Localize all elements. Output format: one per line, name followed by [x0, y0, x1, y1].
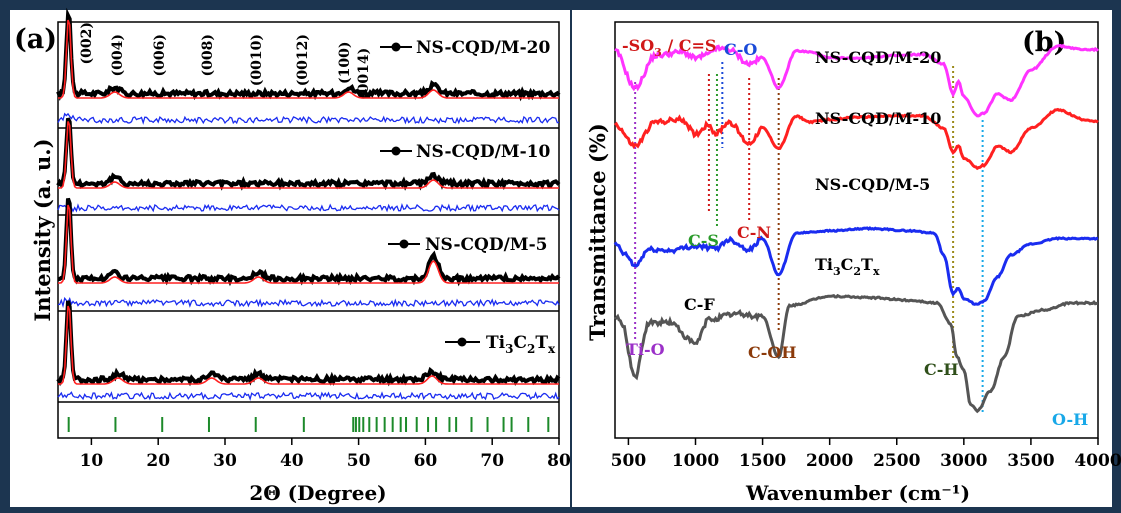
xrd-fit-ti3c2tx — [58, 305, 559, 385]
annotation-tio: Ti-O — [626, 340, 665, 359]
annotation-oh: O-H — [1052, 410, 1088, 429]
peak-label-006: (006) — [152, 34, 168, 76]
panel-a-x-axis: 10 20 30 40 50 60 70 80 — [80, 438, 571, 471]
b-xtick-label-6: 3500 — [1007, 451, 1054, 471]
peak-label-0010: (0010) — [249, 34, 265, 86]
a-xtick-label-7: 80 — [547, 451, 571, 471]
panel-a-label: (a) — [14, 24, 57, 55]
annotation-ch: C-H — [924, 360, 959, 379]
panel-b-background — [572, 10, 1112, 507]
peak-label-004: (004) — [110, 34, 126, 76]
legend-label-m20: NS-CQD/M-20 — [416, 38, 550, 58]
ftir-trace-ti3c2tx — [614, 293, 1098, 414]
a-xtick-label-2: 30 — [213, 451, 237, 471]
ftir-label-ti3c2tx: Ti3C2Tx — [815, 255, 880, 278]
legend-label-ti3c2tx: Ti3C2Tx — [486, 333, 556, 356]
annotation-coh: C-OH — [748, 343, 796, 362]
a-xtick-label-1: 20 — [146, 451, 170, 471]
b-xtick-label-3: 2000 — [806, 451, 853, 471]
panel-b-x-axis: 500 1000 1500 2000 2500 3000 3500 4000 — [611, 438, 1121, 471]
bragg-ticks — [67, 417, 550, 432]
panel-a-background — [10, 10, 570, 507]
xrd-difference-m20 — [57, 112, 560, 125]
annotation-cn: C-N — [737, 223, 771, 242]
a-xtick-label-0: 10 — [80, 451, 104, 471]
legend-label-m10: NS-CQD/M-10 — [416, 142, 550, 162]
panel-b-frame — [614, 21, 1099, 439]
peak-label-0012: (0012) — [295, 34, 311, 86]
xrd-difference-m5 — [57, 296, 560, 309]
legend-marker-ti3c2tx — [457, 337, 467, 347]
annotation-cs: C-S — [688, 231, 719, 250]
peak-label-002: (002) — [79, 22, 95, 64]
ftir-trace-m10 — [614, 107, 1099, 171]
legend-marker-m5 — [399, 239, 409, 249]
ftir-traces — [613, 43, 1099, 414]
annotation-so3-cs: -SO3 / C=S — [622, 36, 716, 59]
panel-a-separators — [58, 127, 559, 403]
peak-label-008: (008) — [200, 34, 216, 76]
legend-label-m5: NS-CQD/M-5 — [425, 235, 548, 255]
xrd-observed-m20 — [56, 7, 561, 102]
b-xtick-label-7: 4000 — [1074, 451, 1121, 471]
panel-a-ylabel: Intensity (a. u.) — [30, 138, 55, 321]
a-xtick-label-4: 50 — [347, 451, 371, 471]
legend-marker-m20 — [391, 42, 401, 52]
legend-m20: NS-CQD/M-20 — [380, 38, 550, 58]
xrd-difference-m10 — [57, 202, 560, 216]
panel-a-frame — [57, 21, 560, 439]
ftir-trace-m5 — [613, 226, 1099, 306]
b-xtick-label-2: 1500 — [739, 451, 786, 471]
annotation-co: C-O — [724, 40, 757, 59]
panel-b-ylabel: Transmittance (%) — [585, 123, 610, 341]
ftir-label-m5: NS-CQD/M-5 — [815, 175, 930, 194]
a-xtick-label-5: 60 — [414, 451, 438, 471]
ftir-trace-m20 — [614, 43, 1099, 118]
annotation-cf: C-F — [684, 295, 715, 314]
peak-label-100: (100) — [337, 42, 353, 84]
a-xtick-label-3: 40 — [280, 451, 304, 471]
b-xtick-label-1: 1000 — [672, 451, 719, 471]
peak-label-0014: (0014) — [356, 48, 372, 100]
b-xtick-label-4: 2500 — [873, 451, 920, 471]
xrd-observed-m5 — [57, 197, 561, 287]
xrd-observed-m10 — [56, 117, 561, 191]
legend-marker-m10 — [391, 146, 401, 156]
legend-m5: NS-CQD/M-5 — [388, 235, 548, 255]
b-xtick-label-0: 500 — [611, 451, 647, 471]
legend-ti3c2tx: Ti3C2Tx — [445, 333, 556, 356]
ftir-marker-lines — [634, 62, 984, 415]
xrd-fit-m10 — [58, 121, 559, 189]
xrd-traces — [56, 7, 561, 401]
b-xtick-label-5: 3000 — [940, 451, 987, 471]
xrd-fit-m20 — [58, 19, 559, 99]
panel-b-xlabel: Wavenumber (cm⁻¹) — [745, 481, 970, 505]
panel-a-xlabel: 2Θ (Degree) — [249, 481, 386, 505]
xrd-fit-m5 — [58, 204, 559, 284]
xrd-difference-ti3c2tx — [57, 391, 560, 401]
peak-label-group: (002) (004) (006) (008) (0010) (0012) (1… — [79, 22, 372, 100]
ftir-label-m20: NS-CQD/M-20 — [815, 48, 941, 67]
legend-m10: NS-CQD/M-10 — [380, 142, 550, 162]
ftir-label-m10: NS-CQD/M-10 — [815, 109, 941, 128]
a-xtick-label-6: 70 — [480, 451, 504, 471]
xrd-observed-ti3c2tx — [56, 300, 561, 387]
panel-b-label: (b) — [1022, 27, 1066, 58]
